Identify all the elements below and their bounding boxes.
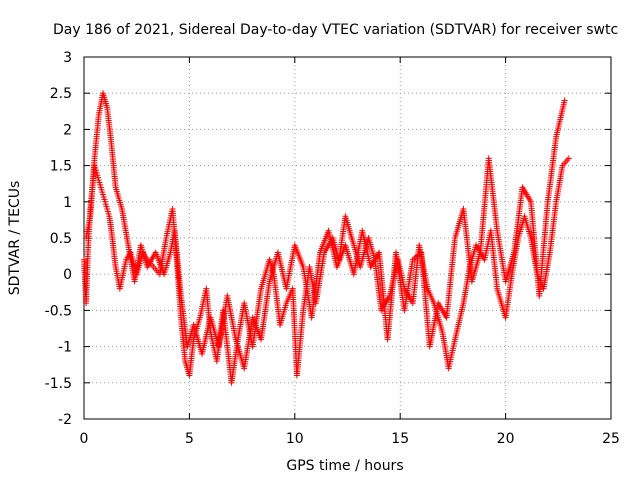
data-point — [561, 97, 568, 104]
y-tick-label: 2.5 — [50, 86, 72, 102]
data-point — [565, 155, 572, 162]
y-tick-label: 1.5 — [50, 159, 72, 175]
data-points — [81, 90, 572, 386]
x-tick-label: 0 — [80, 431, 89, 447]
y-tick-labels: -2 -1.5 -1 -0.5 0 0.5 1 1.5 2 2.5 3 — [45, 50, 72, 428]
x-tick-label: 15 — [391, 431, 409, 447]
y-tick-label: -1.5 — [45, 376, 72, 392]
y-tick-label: 3 — [63, 50, 72, 66]
series-sdtvar — [81, 155, 572, 386]
x-tick-label: 10 — [286, 431, 304, 447]
x-tick-labels: 0 5 10 15 20 25 — [80, 431, 620, 447]
y-tick-label: 1 — [63, 195, 72, 211]
x-tick-label: 20 — [497, 431, 515, 447]
x-axis-label: GPS time / hours — [286, 458, 403, 474]
chart-title: Day 186 of 2021, Sidereal Day-to-day VTE… — [53, 22, 618, 38]
x-tick-label: 25 — [602, 431, 620, 447]
series-sdtvar-b — [83, 90, 568, 372]
x-tick-label: 5 — [185, 431, 194, 447]
y-tick-label: 0.5 — [50, 231, 72, 247]
grid-lines — [84, 57, 611, 419]
y-tick-label: -2 — [58, 412, 72, 428]
y-axis-label: SDTVAR / TECUs — [7, 181, 23, 296]
y-tick-label: -0.5 — [45, 303, 72, 319]
y-tick-label: -1 — [58, 340, 72, 356]
y-tick-label: 2 — [63, 122, 72, 138]
y-tick-label: 0 — [63, 267, 72, 283]
